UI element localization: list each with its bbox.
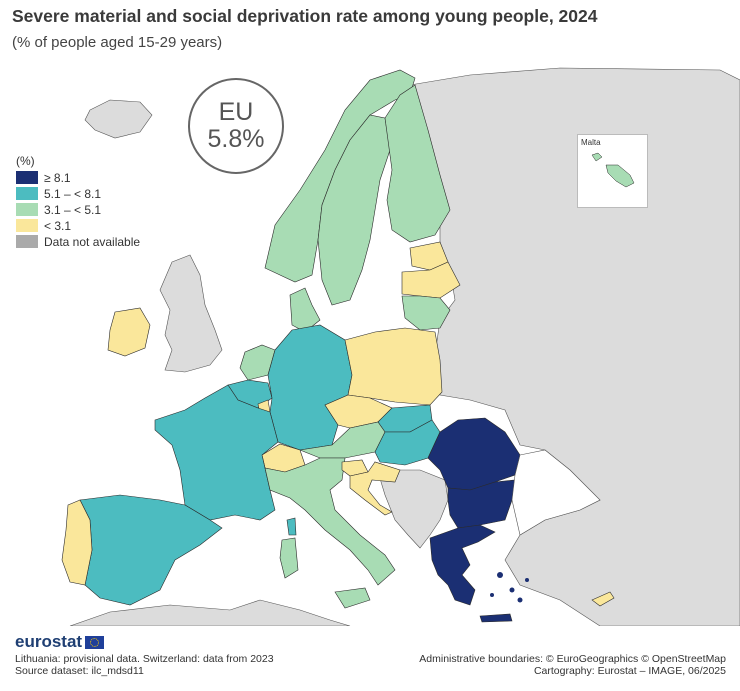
region-aegean-island: [525, 578, 529, 582]
legend-swatch: [16, 203, 38, 216]
eu-badge-value: 5.8%: [207, 125, 265, 153]
footer-note-source: Source dataset: ilc_mdsd11: [15, 665, 144, 677]
region-ireland: [107, 307, 151, 357]
region-italy: [264, 457, 396, 586]
region-lithuania: [401, 295, 451, 331]
footer-notes: Lithuania: provisional data. Switzerland…: [15, 653, 274, 677]
region-uk: [159, 254, 223, 373]
region-poland: [344, 327, 443, 406]
region-sardinia: [279, 537, 299, 579]
legend-swatch: [16, 235, 38, 248]
legend-item: 3.1 – < 5.1: [16, 202, 140, 217]
region-aegean-island: [509, 587, 515, 593]
region-cyprus: [591, 591, 615, 607]
region-crete: [479, 613, 513, 623]
legend-swatch: [16, 187, 38, 200]
legend-item: 5.1 – < 8.1: [16, 186, 140, 201]
legend-item: Data not available: [16, 234, 140, 249]
map-title: Severe material and social deprivation r…: [12, 6, 598, 26]
eu-average-badge: EU 5.8%: [188, 78, 284, 174]
eurostat-logo: eurostat: [15, 632, 105, 652]
malta-inset: Malta: [577, 134, 648, 208]
map-subtitle: (% of people aged 15-29 years): [12, 34, 223, 51]
region-malta-main: [605, 164, 635, 188]
eurostat-logo-text: eurostat: [15, 632, 83, 651]
footer-note-provisional: Lithuania: provisional data. Switzerland…: [15, 653, 274, 665]
region-greece: [429, 524, 496, 606]
region-portugal: [61, 499, 93, 586]
legend-swatch: [16, 219, 38, 232]
region-finland: [384, 84, 451, 243]
region-sweden: [317, 114, 391, 306]
legend-item: ≥ 8.1: [16, 170, 140, 185]
region-malta: [591, 152, 603, 162]
malta-inset-map: [591, 152, 635, 188]
region-croatia: [349, 461, 401, 516]
footer-credit-boundaries: Administrative boundaries: © EuroGeograp…: [419, 653, 726, 665]
region-denmark: [289, 287, 321, 333]
legend-label: 3.1 – < 5.1: [44, 202, 102, 217]
eu-badge-label: EU: [218, 98, 254, 126]
legend-swatch: [16, 171, 38, 184]
malta-inset-label: Malta: [581, 138, 601, 147]
region-iceland: [84, 99, 153, 139]
legend-label: < 3.1: [44, 218, 72, 233]
legend-label: ≥ 8.1: [44, 170, 71, 185]
region-corsica: [286, 517, 297, 536]
map-legend: (%) ≥ 8.1 5.1 – < 8.1 3.1 – < 5.1 < 3.1 …: [16, 154, 140, 250]
legend-label: Data not available: [44, 234, 141, 249]
region-balkans-non-eu: [374, 461, 449, 549]
region-aegean-island: [497, 572, 503, 578]
legend-label: 5.1 – < 8.1: [44, 186, 102, 201]
eu-flag-icon: [85, 635, 105, 649]
footer-credits: Administrative boundaries: © EuroGeograp…: [419, 653, 726, 677]
region-sicily: [334, 587, 371, 609]
black-sea: [511, 449, 601, 536]
region-north-africa: [69, 599, 351, 626]
legend-title: (%): [16, 154, 35, 168]
legend-item: < 3.1: [16, 218, 140, 233]
footer-credit-cartography: Cartography: Eurostat – IMAGE, 06/2025: [533, 665, 726, 677]
region-aegean-island: [517, 597, 523, 603]
region-latvia: [401, 261, 461, 299]
region-aegean-island: [490, 593, 494, 597]
